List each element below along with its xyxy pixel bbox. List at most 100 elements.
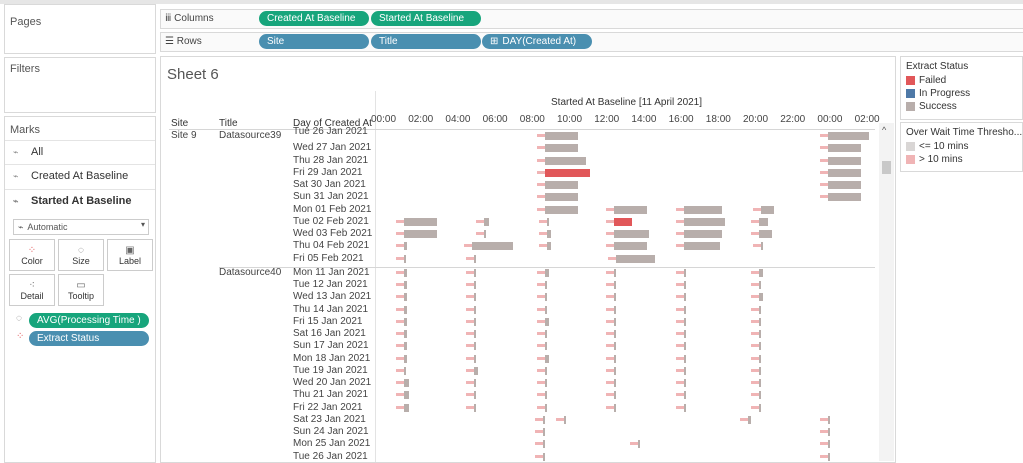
gantt-bar-success[interactable] (545, 379, 547, 387)
wait-time-marker[interactable] (606, 232, 614, 235)
wait-time-marker[interactable] (537, 381, 545, 384)
gantt-bar-success[interactable] (759, 318, 761, 326)
legend-item-under-10[interactable]: <= 10 mins (901, 140, 1022, 153)
wait-time-marker[interactable] (396, 369, 404, 372)
gantt-bar-success[interactable] (404, 230, 437, 238)
wait-time-marker[interactable] (751, 220, 759, 223)
rows-shelf[interactable]: ☰ Rows Site Title ⊞ DAY(Created At) (160, 32, 1023, 52)
wait-time-marker[interactable] (751, 320, 759, 323)
wait-time-marker[interactable] (396, 332, 404, 335)
gantt-bar-success[interactable] (684, 355, 686, 363)
wait-time-marker[interactable] (676, 332, 684, 335)
gantt-bar-success[interactable] (545, 269, 549, 277)
scrollbar-thumb[interactable] (882, 161, 891, 174)
gantt-bar-success[interactable] (828, 169, 861, 177)
wait-time-marker[interactable] (396, 406, 404, 409)
wait-time-marker[interactable] (466, 308, 474, 311)
gantt-bar-success[interactable] (474, 367, 478, 375)
legend-item-in-progress[interactable]: In Progress (901, 87, 1022, 100)
gantt-bar-success[interactable] (545, 404, 547, 412)
gantt-bar-success[interactable] (404, 218, 437, 226)
scroll-up-icon[interactable]: ^ (882, 125, 886, 135)
gantt-bar-success[interactable] (684, 330, 686, 338)
gantt-bar-failed[interactable] (545, 169, 590, 177)
wait-time-marker[interactable] (396, 357, 404, 360)
wait-time-marker[interactable] (676, 320, 684, 323)
gantt-bar-success[interactable] (545, 306, 547, 314)
wait-time-marker[interactable] (820, 430, 828, 433)
wait-time-marker[interactable] (466, 271, 474, 274)
wait-time-marker[interactable] (537, 271, 545, 274)
wait-time-marker[interactable] (820, 183, 828, 186)
gantt-bar-success[interactable] (547, 218, 549, 226)
wait-time-marker[interactable] (535, 430, 543, 433)
gantt-bar-success[interactable] (614, 404, 616, 412)
wait-time-marker[interactable] (466, 295, 474, 298)
gantt-bar-success[interactable] (472, 242, 513, 250)
wait-time-marker[interactable] (537, 344, 545, 347)
wait-time-marker[interactable] (537, 208, 545, 211)
gantt-bar-success[interactable] (404, 306, 408, 314)
wait-time-marker[interactable] (537, 134, 545, 137)
wait-time-marker[interactable] (539, 220, 547, 223)
wait-time-marker[interactable] (820, 195, 828, 198)
pages-card[interactable]: Pages (4, 4, 156, 54)
wait-time-marker[interactable] (537, 357, 545, 360)
gantt-bar-success[interactable] (545, 367, 547, 375)
gantt-bar-success[interactable] (614, 355, 616, 363)
wait-time-marker[interactable] (606, 393, 614, 396)
gantt-bar-success[interactable] (684, 293, 686, 301)
gantt-bar-success[interactable] (614, 206, 647, 214)
wait-time-marker[interactable] (537, 393, 545, 396)
gantt-bar-success[interactable] (614, 281, 616, 289)
wait-time-marker[interactable] (396, 271, 404, 274)
avg-processing-time-pill[interactable]: AVG(Processing Time ) (29, 313, 149, 328)
gantt-bar-success[interactable] (545, 391, 547, 399)
wait-time-marker[interactable] (606, 271, 614, 274)
wait-time-marker[interactable] (820, 418, 828, 421)
wait-time-marker[interactable] (751, 344, 759, 347)
gantt-bar-success[interactable] (759, 404, 761, 412)
gantt-bar-success[interactable] (404, 367, 406, 375)
gantt-bar-success[interactable] (748, 416, 752, 424)
wait-time-marker[interactable] (466, 344, 474, 347)
wait-time-marker[interactable] (820, 134, 828, 137)
wait-time-marker[interactable] (466, 381, 474, 384)
gantt-bar-success[interactable] (759, 306, 761, 314)
gantt-bar-success[interactable] (684, 404, 686, 412)
gantt-bar-success[interactable] (638, 440, 640, 448)
gantt-bar-success[interactable] (684, 342, 686, 350)
gantt-bar-success[interactable] (404, 342, 408, 350)
gantt-bar-success[interactable] (759, 367, 761, 375)
mark-type-select[interactable]: ⌁ Automatic ▾ (13, 219, 149, 235)
gantt-bar-success[interactable] (684, 379, 686, 387)
legend-item-failed[interactable]: Failed (901, 74, 1022, 87)
gantt-bar-success[interactable] (404, 242, 408, 250)
gantt-bar-success[interactable] (545, 330, 547, 338)
wait-time-marker[interactable] (466, 320, 474, 323)
gantt-bar-success[interactable] (759, 293, 763, 301)
wait-time-marker[interactable] (537, 320, 545, 323)
gantt-bar-success[interactable] (616, 255, 655, 263)
gantt-bar-success[interactable] (545, 281, 547, 289)
vertical-scrollbar[interactable]: ^ (879, 123, 894, 461)
gantt-bar-success[interactable] (545, 132, 578, 140)
detail-button[interactable]: ⁖ Detail (9, 274, 55, 306)
wait-time-marker[interactable] (820, 146, 828, 149)
gantt-bar-success[interactable] (684, 318, 686, 326)
gantt-bar-success[interactable] (759, 230, 772, 238)
wait-time-marker[interactable] (476, 220, 484, 223)
marks-created-at-baseline[interactable]: ⌁ Created At Baseline (5, 164, 155, 187)
gantt-bar-success[interactable] (614, 269, 616, 277)
wait-time-marker[interactable] (606, 332, 614, 335)
gantt-bar-success[interactable] (545, 206, 578, 214)
gantt-bar-success[interactable] (474, 379, 476, 387)
wait-time-marker[interactable] (676, 344, 684, 347)
gantt-bar-success[interactable] (759, 269, 763, 277)
wait-time-marker[interactable] (606, 295, 614, 298)
wait-time-marker[interactable] (751, 271, 759, 274)
wait-time-marker[interactable] (606, 308, 614, 311)
wait-time-marker[interactable] (396, 381, 404, 384)
wait-time-marker[interactable] (537, 283, 545, 286)
gantt-bar-success[interactable] (404, 391, 410, 399)
